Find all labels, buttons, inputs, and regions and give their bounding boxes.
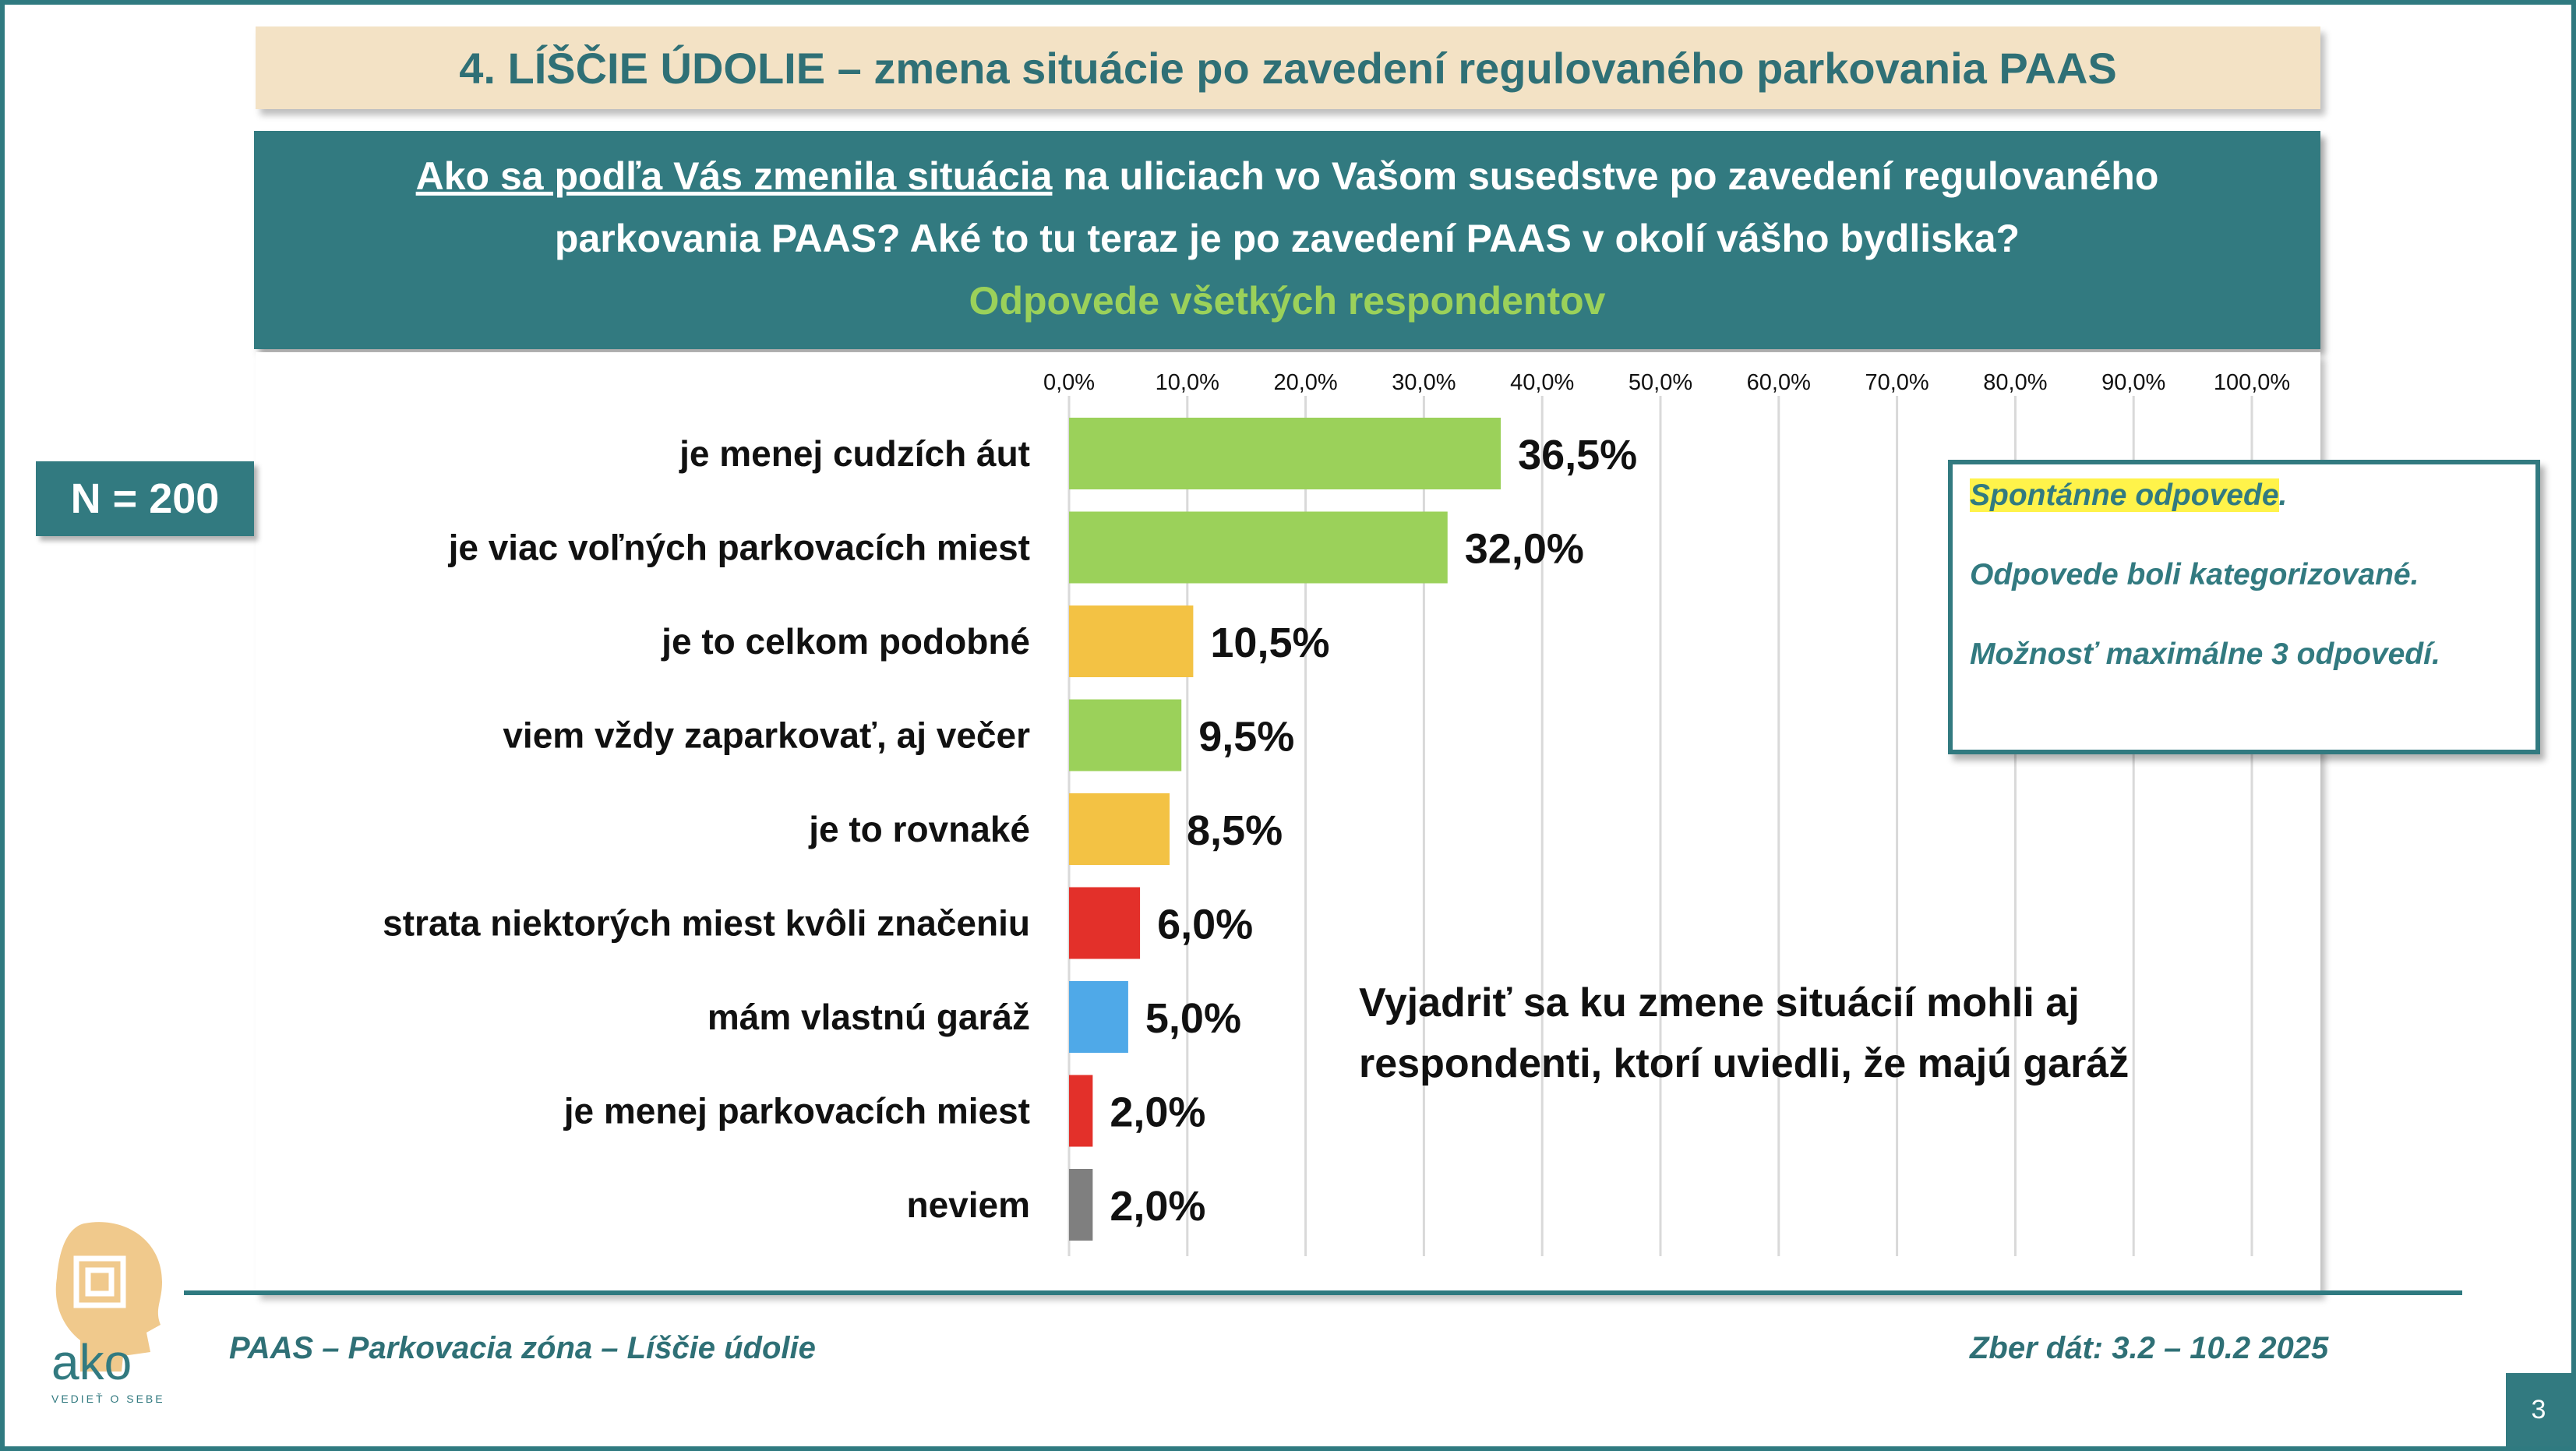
question-line-2: parkovania PAAS? Aké to tu teraz je po z…	[554, 217, 2020, 260]
data-label: 2,0%	[1110, 1183, 1205, 1230]
category-label: je to rovnaké	[808, 809, 1030, 849]
note-spontaneous-suffix: .	[2278, 478, 2288, 512]
comment-text: Vyjadriť sa ku zmene situácií mohli aj r…	[1359, 973, 2216, 1094]
category-label: je to celkom podobné	[661, 621, 1030, 662]
data-label: 5,0%	[1145, 995, 1241, 1042]
slide-title: 4. LÍŠČIE ÚDOLIE – zmena situácie po zav…	[256, 26, 2320, 109]
data-label: 2,0%	[1110, 1089, 1205, 1136]
sample-size-badge: N = 200	[36, 461, 254, 536]
data-label: 9,5%	[1198, 714, 1294, 761]
question-line-1: Ako sa podľa Vás zmenila situácia na uli…	[254, 145, 2320, 207]
x-tick-label: 90,0%	[2101, 370, 2165, 395]
page-number: 3	[2506, 1373, 2571, 1446]
bar	[1069, 699, 1182, 771]
note-spontaneous-highlight: Spontánne odpovede	[1970, 478, 2279, 512]
comment-line-2: respondenti, ktorí uviedli, že majú gará…	[1359, 1041, 2130, 1086]
question-underlined: Ako sa podľa Vás zmenila situácia	[415, 154, 1053, 198]
question-line-1-rest: na uliciach vo Vašom susedstve po zavede…	[1052, 154, 2159, 198]
bar	[1069, 605, 1194, 677]
category-label: strata niektorých miest kvôli značeniu	[383, 903, 1030, 944]
footer-divider	[184, 1290, 2462, 1295]
footer-data-collection: Zber dát: 3.2 – 10.2 2025	[1970, 1331, 2329, 1365]
logo-tagline: VEDIEŤ O SEBE	[51, 1393, 165, 1405]
bar	[1069, 1075, 1093, 1147]
note-categorized: Odpovede boli kategorizované.	[1970, 558, 2419, 591]
logo-text: ako	[51, 1334, 132, 1390]
notes-box: Spontánne odpovede. Odpovede boli katego…	[1948, 460, 2540, 754]
bar	[1069, 887, 1141, 959]
data-label: 36,5%	[1518, 432, 1637, 478]
x-tick-label: 0,0%	[1043, 370, 1095, 395]
category-label: neviem	[906, 1184, 1030, 1225]
category-label: je menej cudzích áut	[679, 433, 1030, 474]
x-tick-label: 30,0%	[1392, 370, 1456, 395]
x-tick-label: 50,0%	[1629, 370, 1692, 395]
bar	[1069, 793, 1170, 865]
bar	[1069, 511, 1448, 584]
data-label: 6,0%	[1157, 902, 1253, 948]
note-spontaneous: Spontánne odpovede.	[1970, 478, 2518, 513]
data-label: 8,5%	[1187, 807, 1283, 854]
category-label: je viac voľných parkovacích miest	[448, 528, 1030, 568]
x-tick-label: 100,0%	[2214, 370, 2290, 395]
bar	[1069, 1169, 1093, 1241]
note-max-answers: Možnosť maximálne 3 odpovedí.	[1970, 637, 2440, 671]
x-tick-label: 10,0%	[1156, 370, 1219, 395]
footer-project: PAAS – Parkovacia zóna – Líščie údolie	[229, 1331, 816, 1365]
x-tick-label: 80,0%	[1983, 370, 2047, 395]
category-label: mám vlastnú garáž	[708, 997, 1030, 1037]
bar	[1069, 981, 1128, 1053]
category-label: je menej parkovacích miest	[563, 1091, 1030, 1131]
question-box: Ako sa podľa Vás zmenila situácia na uli…	[254, 131, 2320, 349]
x-tick-label: 60,0%	[1747, 370, 1811, 395]
x-tick-label: 70,0%	[1865, 370, 1928, 395]
data-label: 32,0%	[1465, 526, 1584, 573]
category-label: viem vždy zaparkovať, aj večer	[503, 715, 1030, 756]
bar	[1069, 418, 1501, 489]
x-tick-label: 40,0%	[1510, 370, 1574, 395]
comment-line-1: Vyjadriť sa ku zmene situácií mohli aj	[1359, 980, 2080, 1026]
ako-logo: ako VEDIEŤ O SEBE	[51, 1222, 165, 1405]
question-subtitle: Odpovede všetkých respondentov	[969, 279, 1606, 323]
data-label: 10,5%	[1210, 620, 1329, 666]
x-tick-label: 20,0%	[1273, 370, 1337, 395]
